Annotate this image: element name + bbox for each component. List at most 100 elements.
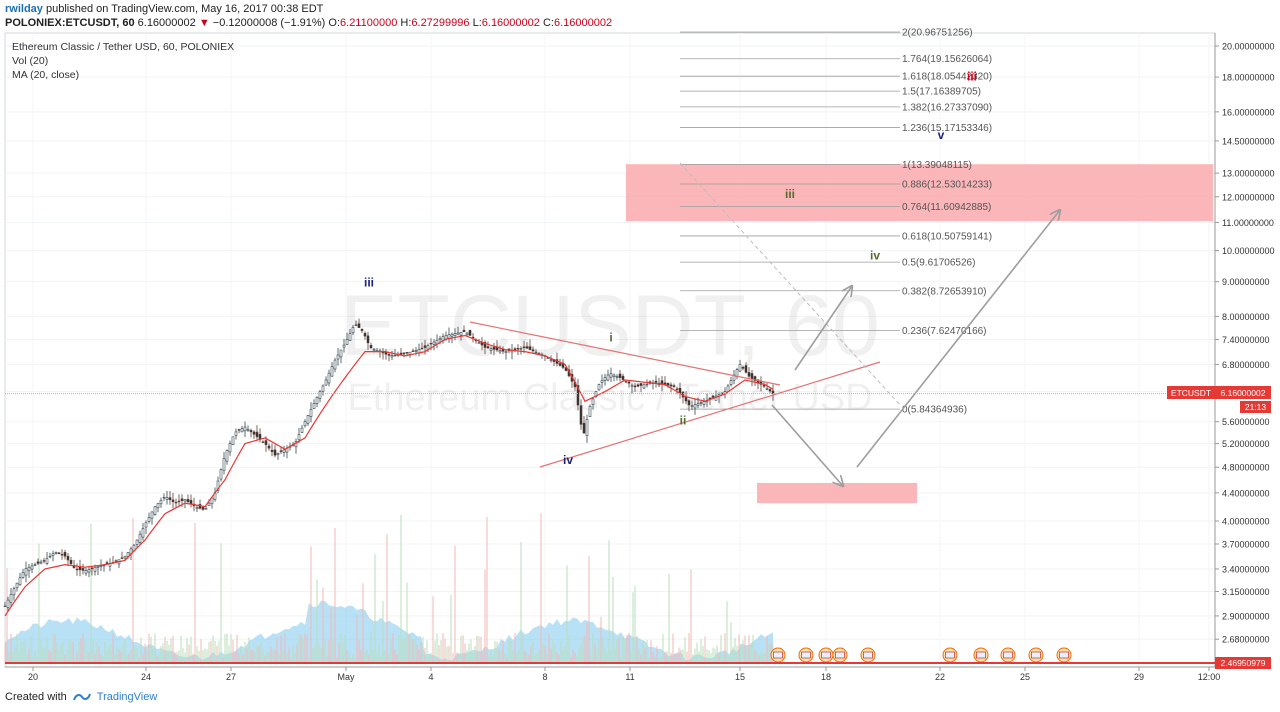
candle-body [747,372,751,377]
candle-body [447,334,451,339]
fib-level-label: 1.618(18.05442320) [902,72,992,83]
candle-body [492,346,496,350]
x-tick-label: 4 [428,672,433,682]
candle-body [141,528,145,538]
candle-body [393,354,397,357]
event-flag-icon[interactable] [770,647,786,663]
candle-body [534,351,538,354]
candle-body [519,348,523,350]
footer: Created with TradingView [5,691,157,703]
event-flag-icon[interactable] [973,647,989,663]
candle-body [339,349,343,358]
candle-body [6,599,10,608]
candle-body [411,350,415,352]
symbol-label: POLONIEX:ETCUSDT, 60 [5,17,135,29]
candle-body [585,419,589,436]
candle-body [177,500,181,503]
event-flag-icon[interactable] [832,647,848,663]
time-axis[interactable]: 20 24 27 May 4 8 11 15 18 22 25 29 12:00 [5,666,1220,682]
candle-body [432,341,436,345]
candle-body [645,383,649,386]
candle-body [609,373,613,378]
watermark-symbol: ETCUSDT, 60 [340,278,880,374]
candle-body [600,380,604,383]
candle-body [222,458,226,471]
y-tick-label: 5.20000000 [1222,439,1270,449]
price-axis[interactable]: 20.00000000 18.00000000 16.00000000 14.5000… [1214,33,1275,667]
event-markers [770,647,1072,663]
candle-body [420,347,424,350]
candle-body [630,384,634,387]
y-tick-label: 4.00000000 [1222,517,1270,527]
y-tick-label: 14.50000000 [1222,136,1275,146]
x-tick-label: 24 [141,672,151,682]
fib-level-label: 0.764(11.60942885) [902,202,991,213]
candle-body [282,449,286,453]
close-value: 6.16000002 [553,17,613,29]
event-flag-icon[interactable] [860,647,876,663]
candle-body [768,389,772,392]
fib-level-label: 2(20.96751256) [902,28,973,39]
x-tick-label: 8 [542,672,547,682]
candle-body [591,398,595,405]
candle-body [225,450,229,462]
candle-body [357,323,361,329]
candle-body [135,539,139,545]
candle-body [90,567,94,570]
candle-body [360,328,364,331]
candle-body [597,384,601,391]
candle-body [477,342,481,344]
candle-body [363,332,367,337]
event-flag-icon[interactable] [1028,647,1044,663]
candle-body [675,388,679,390]
candle-body [201,507,205,510]
candle-body [690,405,694,407]
y-tick-label: 12.00000000 [1222,192,1275,202]
candle-body [33,564,37,566]
candle-body [639,383,643,386]
legend-vol: Vol (20) [12,55,48,67]
event-flag-icon[interactable] [1056,647,1072,663]
wave-label: ii [680,413,687,427]
candle-body [303,421,307,427]
candle-body [237,429,241,431]
tradingview-brand[interactable]: TradingView [96,691,158,703]
fib-level-label: 0.618(10.50759141) [902,231,992,242]
candle-body [345,339,349,345]
ohlc-line: POLONIEX:ETCUSDT, 60 6.16000002 ▼ −0.120… [5,17,612,29]
candle-body [264,440,268,446]
candle-body [750,373,754,380]
candle-body [330,366,334,377]
event-flag-icon[interactable] [798,647,814,663]
candle-body [732,374,736,381]
candle-body [738,364,742,372]
candle-body [216,480,220,491]
candle-body [342,344,346,348]
author-link[interactable]: rwilday [5,3,43,15]
candle-body [51,553,55,556]
candle-body [387,354,391,356]
y-tick-label: 2.90000000 [1222,611,1270,621]
candle-body [741,366,745,369]
event-flag-icon[interactable] [1000,647,1016,663]
candle-body [450,333,454,337]
candle-body [489,348,493,351]
price-chart[interactable]: ETCUSDT, 60 Ethereum Classic / Tether US… [0,0,1280,690]
candle-body [402,352,406,355]
candle-body [522,346,526,349]
event-flag-icon[interactable] [942,647,958,663]
candle-body [324,379,328,386]
volume-area [5,600,773,663]
x-tick-label: May [337,672,355,682]
candle-body [351,327,355,334]
event-flag-icon[interactable] [818,647,834,663]
wave-label: iv [563,453,573,467]
publish-line: rwilday published on TradingView.com, Ma… [5,3,323,15]
y-tick-label: 8.00000000 [1222,312,1270,322]
bottom-badge-value: 2.46950979 [1221,658,1266,668]
low-value: 6.16000002 [481,17,540,29]
candle-body [42,560,46,562]
price-badge-countdown: 21:13 [1245,402,1267,412]
fib-level-label: 0.236(7.62470166) [902,326,987,337]
